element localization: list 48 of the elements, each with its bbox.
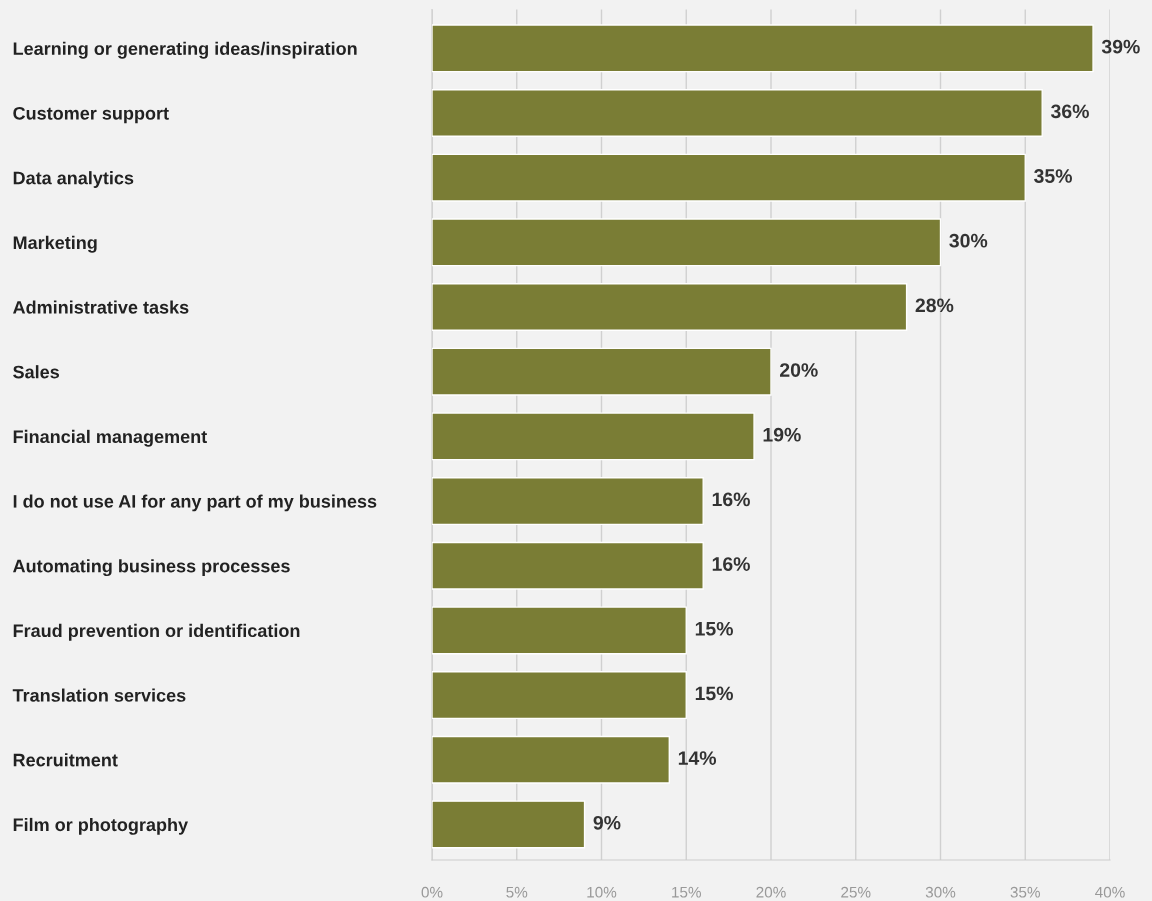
data-label: 19% (763, 427, 801, 442)
data-label: 35% (1034, 169, 1072, 183)
x-tick-label: 20% (756, 886, 786, 898)
y-tick-label: Automating business processes (13, 559, 290, 577)
x-tick-label: 5% (506, 886, 528, 898)
x-tick-label: 25% (841, 886, 871, 898)
x-tick-label: 35% (1010, 886, 1040, 898)
x-tick-label: 15% (672, 886, 701, 898)
data-label: 30% (949, 233, 988, 248)
bar (432, 412, 755, 461)
data-label: 14% (678, 751, 717, 765)
data-label: 20% (780, 363, 818, 377)
bar (432, 606, 687, 655)
x-tick-label: 40% (1095, 886, 1125, 898)
y-tick-label: Financial management (13, 429, 207, 447)
bar (432, 800, 586, 849)
bar (432, 735, 670, 784)
x-tick-label: 10% (587, 886, 617, 898)
bar (432, 218, 942, 267)
data-label: 28% (915, 298, 954, 313)
data-label: 39% (1101, 39, 1140, 54)
bar (432, 24, 1094, 73)
x-tick-label: 0% (421, 886, 443, 898)
y-tick-label: Administrative tasks (13, 300, 189, 314)
y-tick-label: Learning or generating ideas/inspiration (13, 41, 357, 59)
y-tick-label: Translation services (12, 688, 186, 702)
y-tick-label: Data analytics (13, 171, 134, 188)
bar (432, 153, 1026, 202)
y-tick-label: Recruitment (13, 753, 118, 767)
y-tick-label: Fraud prevention or identification (13, 623, 300, 641)
data-label: 15% (695, 621, 733, 636)
y-tick-label: Sales (13, 365, 59, 379)
data-label: 9% (593, 815, 621, 830)
data-label: 16% (712, 492, 750, 507)
y-tick-label: Film or photography (13, 817, 188, 835)
data-label: 36% (1050, 104, 1089, 119)
bar (432, 477, 704, 526)
data-label: 15% (695, 686, 733, 701)
bar (432, 347, 772, 396)
y-tick-label: I do not use AI for any part of my business (13, 494, 377, 512)
y-tick-label: Marketing (13, 235, 97, 253)
y-tick-label: Customer support (13, 106, 169, 124)
x-tick-label: 30% (925, 886, 956, 898)
bar (432, 671, 687, 720)
bar (432, 283, 908, 331)
data-label: 16% (712, 557, 750, 571)
bar (432, 541, 704, 590)
bar (432, 89, 1043, 137)
